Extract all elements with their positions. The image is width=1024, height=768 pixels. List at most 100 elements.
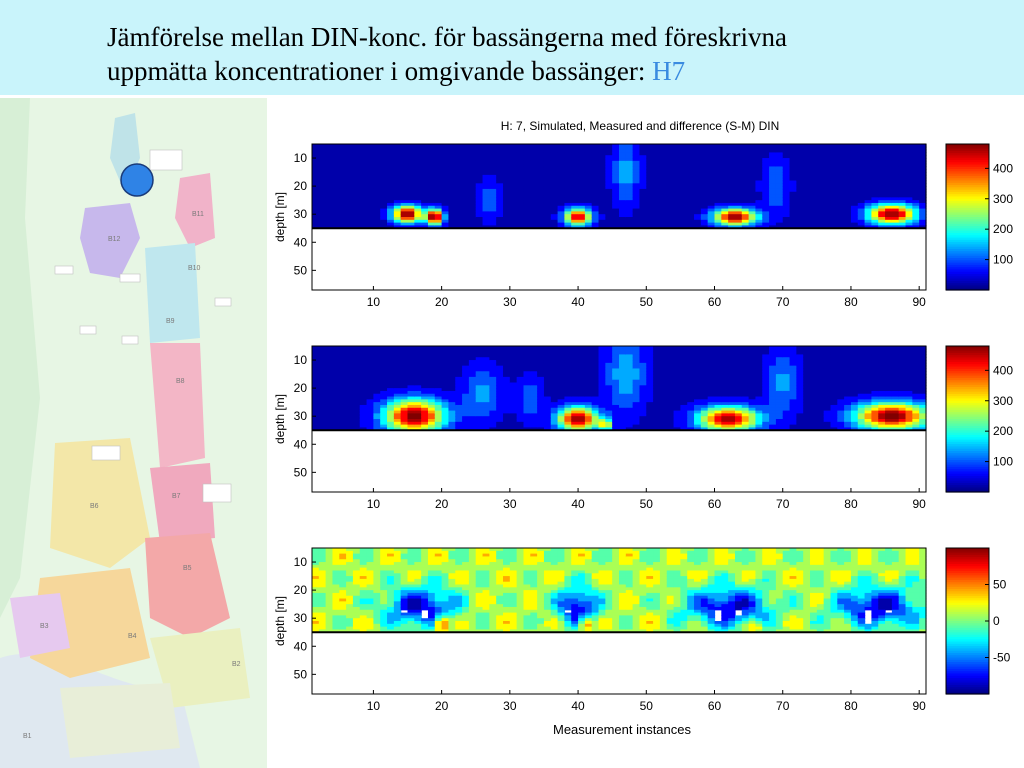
colorbar-step — [946, 230, 989, 234]
colorbar-step — [946, 403, 989, 406]
colorbar-step — [946, 614, 989, 618]
x-tick-label: 40 — [571, 699, 585, 713]
y-axis-label: depth [m] — [273, 596, 287, 646]
colorbar-step — [946, 584, 989, 588]
colorbar-step — [946, 409, 989, 413]
y-tick-label: 50 — [294, 667, 308, 681]
colorbar-step — [946, 346, 989, 349]
colorbar-step — [946, 646, 989, 649]
colorbar-step — [946, 598, 989, 602]
plot-frame — [311, 143, 927, 291]
colorbar-step — [946, 159, 989, 163]
x-tick-label: 60 — [708, 295, 722, 309]
colorbar-step — [946, 187, 989, 191]
colorbar-step — [946, 487, 989, 491]
colorbar-tick-label: 0 — [993, 614, 1000, 628]
colorbar-step — [946, 687, 989, 691]
x-tick-label: 60 — [708, 497, 722, 511]
colorbar-step — [946, 212, 989, 216]
colorbar-step — [946, 185, 989, 188]
x-tick-label: 10 — [367, 295, 381, 309]
colorbar-step — [946, 557, 989, 561]
colorbar-step — [946, 664, 989, 668]
colorbar-tick-label: 300 — [993, 394, 1013, 408]
x-axis-label: Measurement instances — [553, 722, 692, 737]
x-tick-label: 90 — [912, 699, 926, 713]
colorbar-step — [946, 671, 989, 675]
colorbar-step — [946, 559, 989, 563]
map-label-b8: B8 — [176, 378, 185, 385]
colorbar-step — [946, 377, 989, 381]
colorbar-tick-label: 400 — [993, 363, 1013, 377]
map-label-b3: B3 — [40, 623, 49, 630]
colorbar-step — [946, 691, 989, 695]
x-tick-label: 90 — [912, 497, 926, 511]
colorbar-step — [946, 178, 989, 182]
colorbar-step — [946, 489, 989, 493]
colorbar-tick-label: 400 — [993, 161, 1013, 175]
x-tick-label: 30 — [503, 295, 517, 309]
colorbar-step — [946, 600, 989, 604]
x-tick-label: 80 — [844, 699, 858, 713]
colorbar-step — [946, 607, 989, 611]
x-tick-label: 50 — [640, 295, 654, 309]
colorbar-step — [946, 150, 989, 154]
colorbar-step — [946, 269, 989, 273]
colorbar-step — [946, 357, 989, 361]
y-tick-label: 30 — [294, 409, 308, 423]
colorbar-step — [946, 457, 989, 461]
colorbar-step — [946, 396, 989, 400]
colorbar-step — [946, 219, 989, 223]
colorbar-tick-label: 200 — [993, 222, 1013, 236]
colorbar-step — [946, 366, 989, 370]
colorbar-step — [946, 242, 989, 245]
colorbar-step — [946, 652, 989, 656]
colorbar-frame — [945, 345, 990, 493]
colorbar-step — [946, 630, 989, 634]
x-tick-label: 20 — [435, 497, 449, 511]
y-tick-label: 10 — [294, 555, 308, 569]
colorbar-step — [946, 253, 989, 257]
colorbar-difference: -50 0 50 — [945, 547, 1011, 695]
basin-map: B1 B2 B3 B4 B5 B6 B7 B8 B9 B10 B11 B12 — [0, 98, 267, 768]
colorbar-step — [946, 226, 989, 230]
map-basin-b7 — [150, 463, 215, 543]
colorbar-step — [946, 611, 989, 615]
x-tick-label: 90 — [912, 295, 926, 309]
colorbar-step — [946, 618, 989, 622]
colorbar-step — [946, 570, 989, 574]
colorbar-tick-label: 50 — [993, 578, 1007, 592]
map-basin-b8 — [150, 343, 205, 468]
colorbar-step — [946, 460, 989, 463]
colorbar-step — [946, 641, 989, 645]
colorbar-step — [946, 668, 989, 672]
map-label-b1: B1 — [23, 733, 32, 740]
map-land-west — [0, 98, 40, 618]
colorbar-step — [946, 361, 989, 365]
colorbar-step — [946, 566, 989, 570]
map-basin-b5 — [145, 533, 230, 638]
colorbar-step — [946, 348, 989, 352]
y-tick-label: 40 — [294, 235, 308, 249]
x-tick-label: 50 — [640, 497, 654, 511]
y-tick-label: 20 — [294, 179, 308, 193]
colorbar-step — [946, 552, 989, 556]
y-tick-label: 10 — [294, 151, 308, 165]
colorbar-step — [946, 398, 989, 402]
colorbar-step — [946, 554, 989, 558]
y-tick-label: 20 — [294, 381, 308, 395]
colorbar-step — [946, 223, 989, 227]
x-tick-label: 70 — [776, 497, 790, 511]
colorbar-step — [946, 189, 989, 193]
slide-header: Jämförelse mellan DIN-konc. för bassänge… — [0, 0, 1024, 95]
colorbar-step — [946, 577, 989, 581]
map-basin-b3 — [10, 593, 70, 658]
colorbar-step — [946, 476, 989, 479]
map-label-b4: B4 — [128, 633, 137, 640]
colorbar-step — [946, 448, 989, 452]
colorbar-step — [946, 235, 989, 239]
x-tick-label: 20 — [435, 699, 449, 713]
map-label-b9: B9 — [166, 318, 175, 325]
colorbar-step — [946, 655, 989, 659]
colorbar-step — [946, 639, 989, 643]
